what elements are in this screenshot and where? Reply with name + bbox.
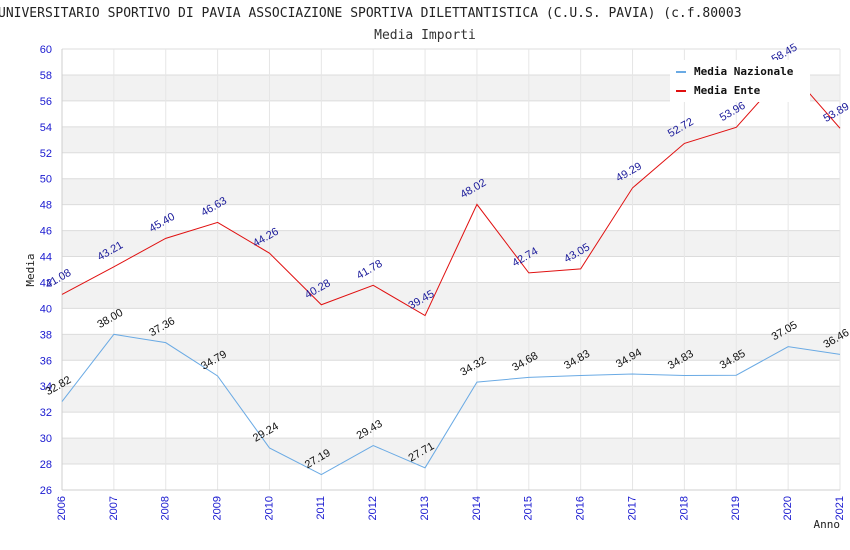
y-tick-label: 60: [40, 44, 52, 56]
series-lines: [61, 68, 841, 476]
y-tick-label: 48: [40, 200, 52, 212]
y-tick-label: 26: [40, 485, 52, 497]
y-tick-label: 36: [40, 355, 52, 367]
series-line-media-nazionale: [61, 333, 841, 476]
y-tick-label: 30: [40, 433, 52, 445]
grid-lines: [61, 48, 841, 491]
y-tick-labels: 26 28 30 32 34 36 38 40 42 44 46 48 50 52 54 56 58 60: [40, 44, 52, 497]
y-tick-label: 32: [40, 407, 52, 419]
data-label: 38.00: [95, 307, 125, 331]
data-label: 53.89: [822, 101, 850, 125]
x-tick-label: 2008: [160, 496, 172, 520]
grid-band: [62, 230, 840, 257]
chart-title: UNIVERSITARIO SPORTIVO DI PAVIA ASSOCIAZ…: [0, 6, 742, 21]
y-tick-label: 44: [40, 252, 52, 264]
y-tick-label: 46: [40, 226, 52, 238]
grid-band: [62, 126, 840, 153]
x-tick-label: 2021: [834, 496, 846, 520]
chart-subtitle: Media Importi: [374, 28, 476, 43]
y-tick-label: 28: [40, 459, 52, 471]
y-tick-label: 58: [40, 70, 52, 82]
grid-bands: [62, 74, 840, 465]
y-tick-label: 34: [40, 381, 52, 393]
grid-band: [62, 282, 840, 309]
x-axis-title: Anno: [814, 518, 841, 531]
grid-band: [62, 386, 840, 413]
y-tick-label: 56: [40, 96, 52, 108]
x-tick-label: 2012: [367, 496, 379, 520]
x-tick-label: 2010: [263, 496, 275, 520]
legend-label: Media Ente: [694, 84, 761, 97]
y-tick-label: 50: [40, 174, 52, 186]
legend-label: Media Nazionale: [694, 65, 794, 78]
legend-box: [670, 60, 810, 102]
series-line-media-ente: [61, 68, 841, 317]
grid-band: [62, 334, 840, 361]
x-tick-label: 2016: [575, 496, 587, 520]
x-tick-label: 2006: [56, 496, 68, 520]
y-tick-label: 52: [40, 148, 52, 160]
data-label: 41.78: [355, 258, 385, 282]
x-tick-label: 2019: [730, 496, 742, 520]
y-tick-label: 54: [40, 122, 52, 134]
y-tick-label: 40: [40, 303, 52, 315]
x-tick-label: 2018: [678, 496, 690, 520]
x-tick-label: 2020: [782, 496, 794, 520]
grid-band: [62, 438, 840, 465]
x-tick-label: 2014: [471, 496, 483, 520]
x-tick-label: 2017: [626, 496, 638, 520]
x-tick-labels: 2006 2007 2008 2009 2010 2011 2012 2013 2014 2015…: [56, 496, 846, 520]
y-tick-label: 38: [40, 329, 52, 341]
x-tick-label: 2011: [315, 496, 327, 520]
y-tick-label: 42: [40, 277, 52, 289]
x-tick-label: 2009: [212, 496, 224, 520]
legend: Media Nazionale Media Ente: [670, 60, 810, 102]
axes: [61, 49, 840, 491]
grid-band: [62, 178, 840, 205]
y-axis-title: Media: [24, 253, 37, 286]
x-tick-label: 2015: [523, 496, 535, 520]
x-tick-label: 2007: [108, 496, 120, 520]
x-tick-label: 2013: [419, 496, 431, 520]
